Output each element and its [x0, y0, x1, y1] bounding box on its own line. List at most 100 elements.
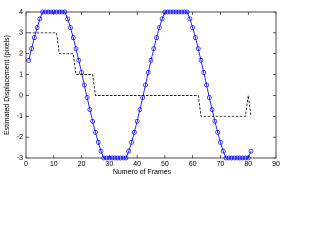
y-axis-label: Estimated Displacement (pixels): [4, 35, 11, 135]
x-tick-label: 20: [78, 161, 86, 168]
data-point: [87, 107, 93, 112]
data-point: [195, 46, 201, 52]
data-point: [190, 25, 196, 30]
data-point: [34, 25, 40, 30]
data-point: [220, 148, 226, 154]
data-point: [143, 82, 148, 88]
data-point: [245, 155, 251, 161]
data-point: [159, 16, 165, 22]
data-point: [187, 16, 193, 22]
data-point: [209, 107, 215, 112]
data-point: [29, 46, 34, 52]
data-point: [173, 9, 179, 15]
data-point: [120, 155, 126, 161]
data-point: [231, 155, 237, 161]
data-point: [31, 35, 37, 41]
y-tick-label: -1: [17, 113, 23, 120]
y-tick-label: 4: [19, 9, 23, 16]
x-tick-label: 90: [272, 161, 280, 168]
series-line: [28, 11, 252, 159]
data-point: [226, 155, 232, 161]
data-point: [229, 155, 234, 161]
data-point: [126, 148, 132, 154]
data-point: [134, 118, 140, 124]
data-point: [215, 129, 221, 135]
x-tick-label: 30: [105, 161, 113, 168]
data-point: [106, 155, 112, 161]
data-point: [240, 155, 246, 161]
data-point: [170, 9, 176, 15]
y-tick-label: 2: [19, 51, 23, 58]
data-point: [43, 9, 48, 15]
x-tick-label: 70: [217, 161, 225, 168]
data-point: [40, 9, 46, 15]
data-point: [81, 82, 87, 88]
data-point: [165, 9, 171, 15]
x-axis-label: Numero of Frames: [113, 169, 172, 176]
data-point: [193, 35, 198, 41]
data-point: [70, 35, 76, 41]
data-point: [129, 140, 134, 145]
data-point: [243, 155, 248, 161]
data-point: [179, 9, 184, 15]
data-point: [198, 58, 204, 63]
data-point: [68, 25, 73, 30]
x-tick-label: 80: [244, 161, 252, 168]
data-point: [56, 9, 62, 15]
y-tick-label: 1: [19, 71, 23, 78]
data-point: [154, 35, 159, 41]
data-point: [145, 70, 151, 75]
data-point: [76, 58, 82, 63]
data-point: [123, 155, 129, 161]
data-point: [26, 58, 32, 63]
data-point: [109, 155, 115, 161]
data-point: [37, 16, 43, 22]
x-tick-label: 10: [50, 161, 58, 168]
data-point: [65, 16, 71, 22]
data-point: [104, 155, 109, 161]
x-tick-label: 0: [24, 161, 28, 168]
page: {"chart_data": {"type": "line", "xlabel"…: [3, 8, 280, 176]
data-point: [73, 46, 79, 52]
data-point: [168, 9, 173, 15]
data-point: [93, 129, 98, 135]
x-tick-label: 50: [161, 161, 169, 168]
data-point: [201, 70, 207, 75]
data-point: [206, 95, 212, 100]
y-tick-label: 0: [19, 92, 23, 99]
data-point: [204, 82, 209, 88]
data-point: [118, 155, 123, 161]
data-point: [162, 9, 168, 15]
data-point: [176, 9, 182, 15]
data-point: [84, 95, 90, 100]
data-point: [59, 9, 65, 15]
data-point: [181, 9, 187, 15]
x-tick-label: 60: [189, 161, 197, 168]
data-point: [95, 140, 101, 145]
data-point: [223, 155, 229, 161]
chart: Numero of Frames Estimated Displacement …: [3, 8, 280, 176]
data-point: [112, 155, 118, 161]
plot-area: [25, 11, 277, 159]
data-point: [248, 148, 254, 154]
data-point: [212, 118, 218, 124]
y-tick-label: -2: [17, 134, 23, 141]
data-point: [131, 129, 137, 135]
series-line: [28, 32, 252, 117]
data-point: [151, 46, 157, 52]
data-point: [51, 9, 57, 15]
x-tick-label: 40: [133, 161, 141, 168]
data-point: [62, 9, 68, 15]
data-point: [54, 9, 59, 15]
data-point: [148, 58, 154, 63]
data-point: [218, 140, 223, 145]
data-point: [45, 9, 51, 15]
data-point: [115, 155, 121, 161]
data-point: [184, 9, 190, 15]
data-point: [48, 9, 54, 15]
data-point: [90, 118, 96, 124]
data-point: [237, 155, 243, 161]
data-point: [98, 148, 104, 154]
data-point: [101, 155, 107, 161]
y-tick-label: -3: [17, 155, 23, 162]
